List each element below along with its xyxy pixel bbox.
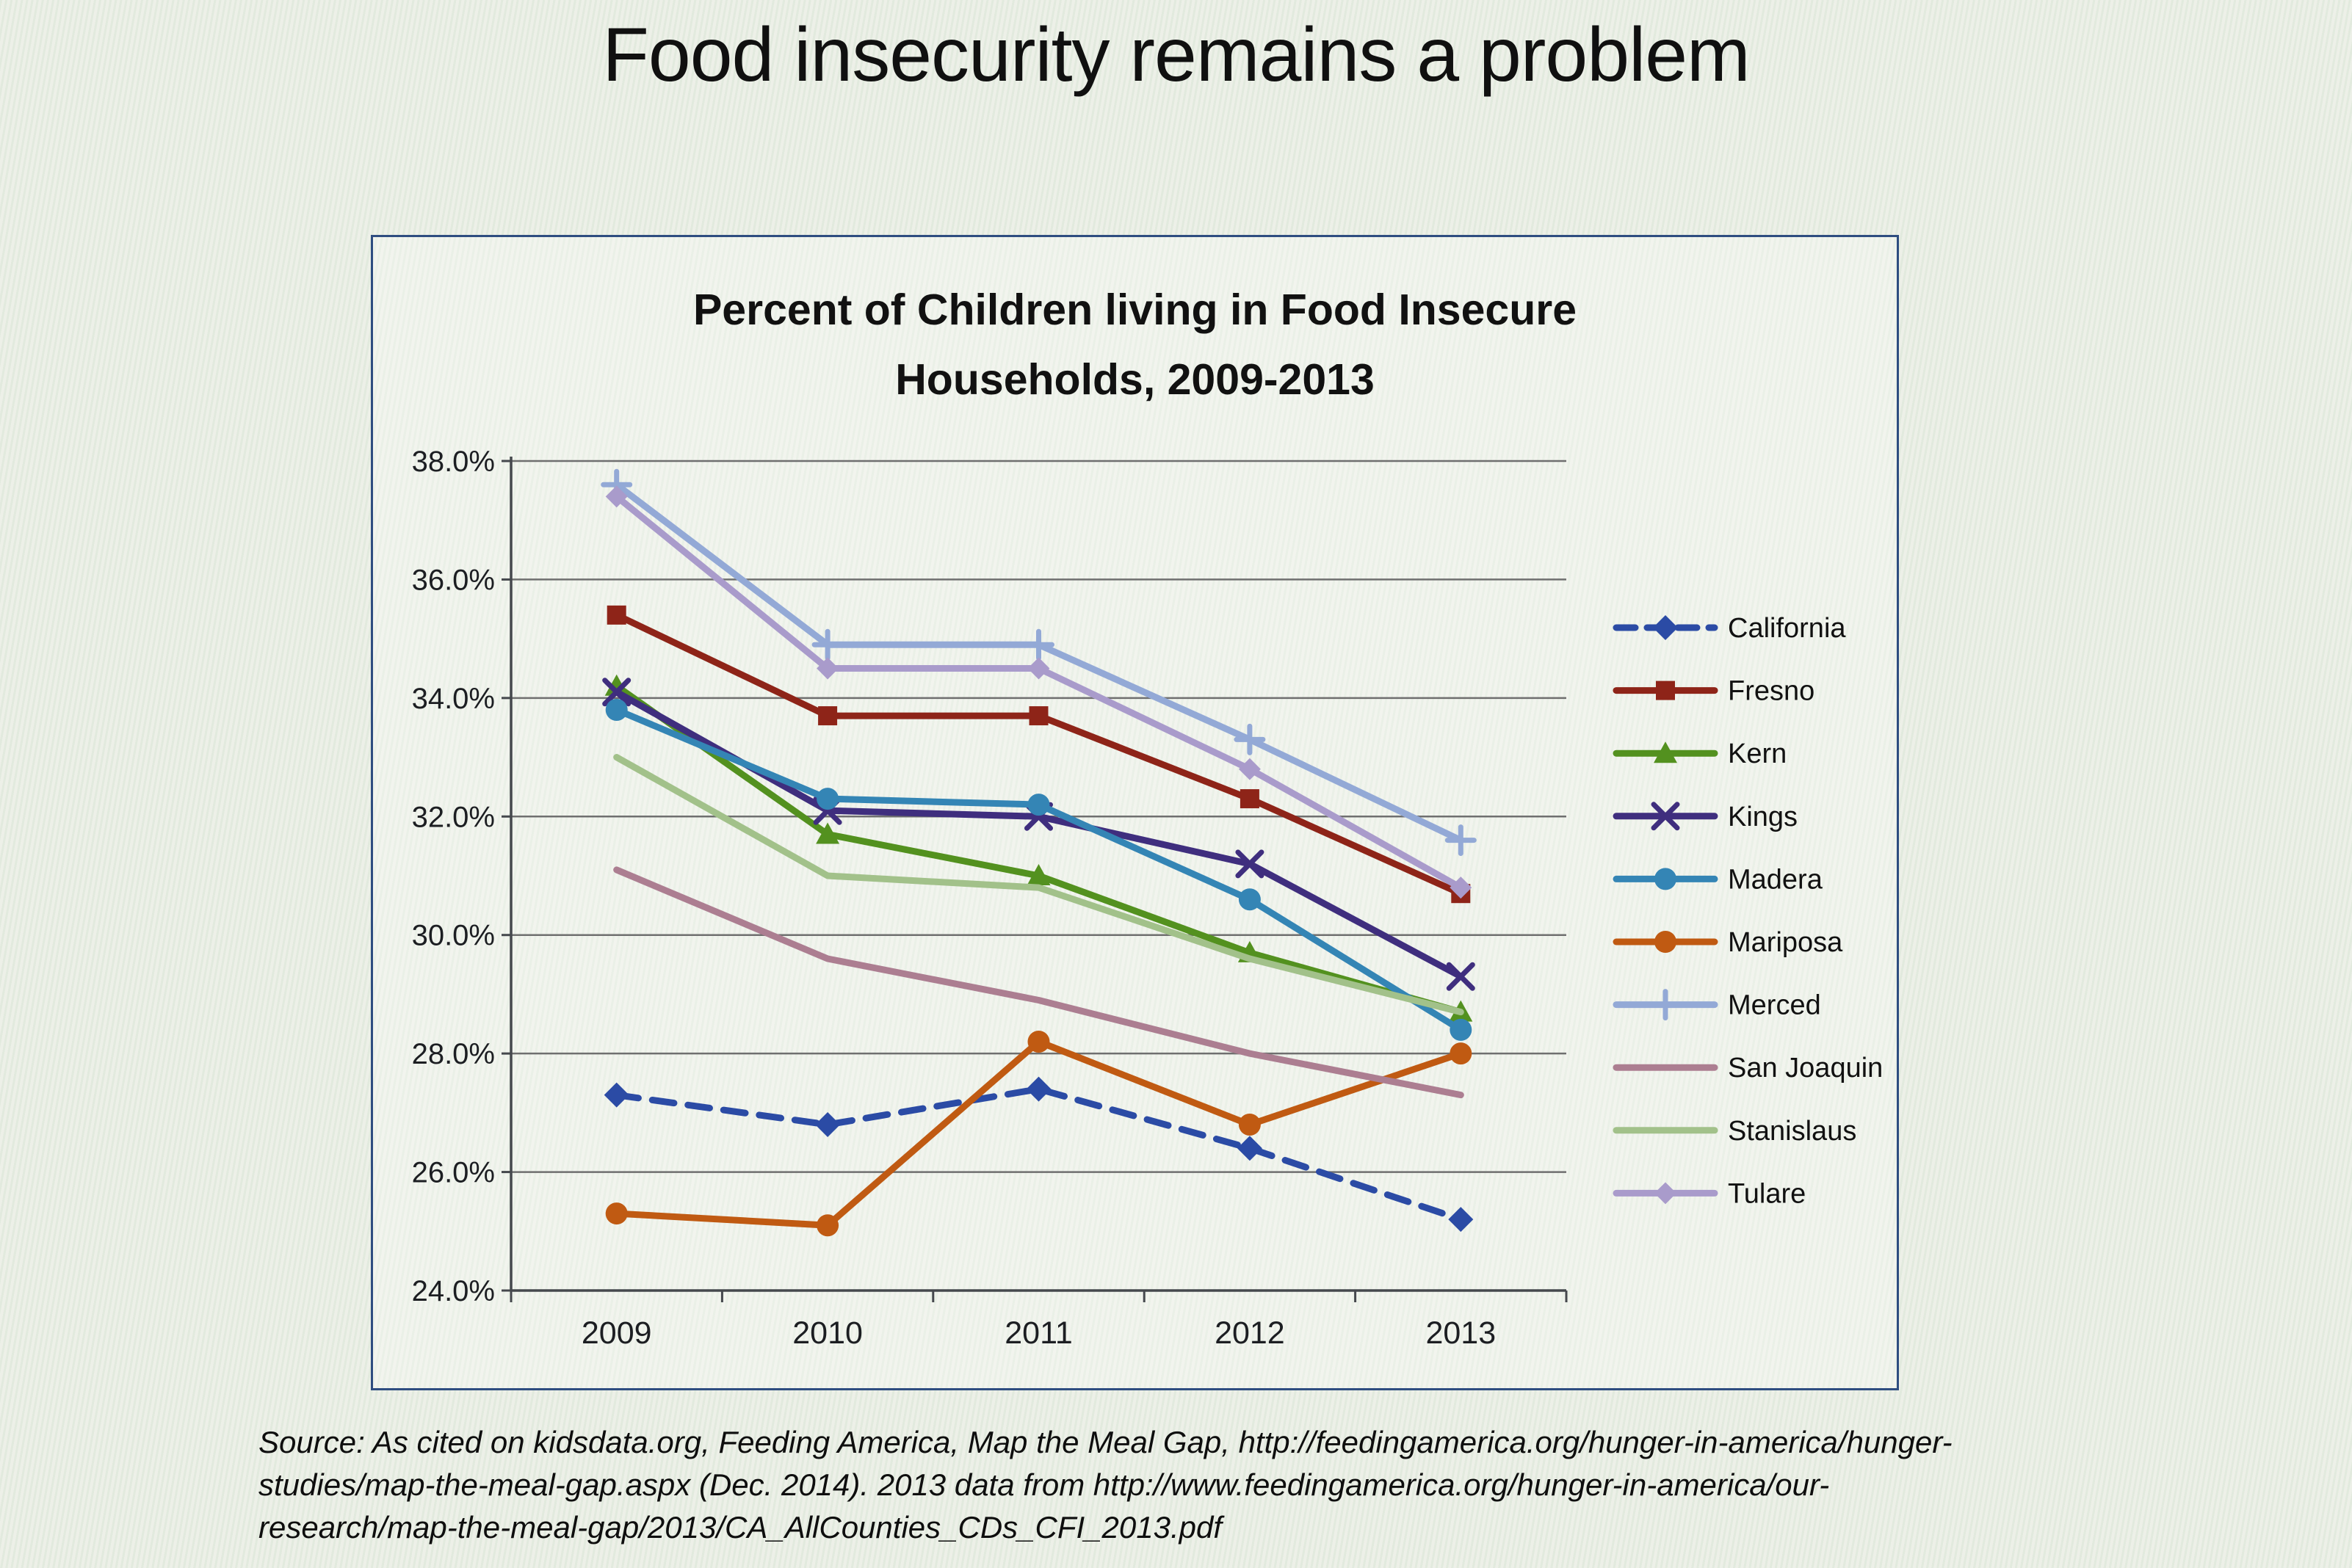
chart-title-line-1: Percent of Children living in Food Insec…	[692, 286, 1577, 334]
legend-item-stanislaus: Stanislaus	[1613, 1116, 1856, 1147]
legend-label: Merced	[1728, 990, 1821, 1021]
legend-label: Kern	[1728, 738, 1787, 769]
legend-item-kern: Kern	[1613, 738, 1787, 769]
chart-canvas: 24.0% 26.0% 28.0% 30.0% 32.0% 34.0% 36.0% 38.0%…	[412, 446, 1884, 1351]
y-tick-label: 28.0%	[412, 1038, 495, 1070]
slide-title: Food insecurity remains a problem	[602, 12, 1750, 98]
chart-container: 24.0% 26.0% 28.0% 30.0% 32.0% 34.0% 36.0% 38.0%…	[371, 235, 1899, 1390]
x-tick-label: 2013	[1425, 1315, 1496, 1351]
series-tulare	[605, 485, 1472, 899]
source-line-3: research/map-the-meal-gap/2013/CA_AllCou…	[258, 1510, 1223, 1545]
legend-label: Kings	[1728, 802, 1798, 832]
x-tick-label: 2011	[1005, 1315, 1072, 1351]
legend-label: California	[1728, 613, 1846, 644]
series-kings	[602, 678, 1475, 991]
legend-item-merced: Merced	[1613, 989, 1821, 1021]
legend-label: Tulare	[1728, 1178, 1806, 1209]
series-merced	[601, 468, 1477, 857]
legend-item-mariposa: Mariposa	[1613, 927, 1843, 958]
y-tick-label: 32.0%	[412, 801, 495, 833]
legend-label: Mariposa	[1728, 927, 1843, 958]
x-tick-label: 2009	[582, 1315, 652, 1351]
y-tick-label: 34.0%	[412, 683, 495, 715]
legend-item-madera: Madera	[1613, 864, 1823, 895]
legend-item-san-joaquin: San Joaquin	[1613, 1053, 1883, 1084]
legend-item-kings: Kings	[1613, 802, 1798, 832]
x-tick-label: 2010	[792, 1315, 863, 1351]
legend-label: Fresno	[1728, 676, 1814, 707]
axes	[502, 457, 1568, 1302]
x-tick-label: 2012	[1215, 1315, 1285, 1351]
x-axis-labels: 2009 2010 2011 2012 2013	[582, 1315, 1496, 1351]
legend-label: Madera	[1728, 864, 1823, 895]
y-tick-label: 36.0%	[412, 564, 495, 596]
gridlines	[511, 460, 1566, 1173]
y-tick-label: 26.0%	[412, 1157, 495, 1189]
legend-label: Stanislaus	[1728, 1116, 1856, 1147]
legend: California Fresno Kern Kings Madera Mariposa M…	[1613, 613, 1883, 1209]
legend-item-fresno: Fresno	[1613, 676, 1814, 707]
chart-title: Percent of Children living in Food Insec…	[373, 275, 1897, 415]
series-stanislaus	[613, 754, 1464, 1016]
source-citation: Source: As cited on kidsdata.org, Feedin…	[258, 1421, 2197, 1549]
source-line-2: studies/map-the-meal-gap.aspx (Dec. 2014…	[258, 1467, 1830, 1502]
chart-title-line-2: Households, 2009-2013	[895, 355, 1375, 404]
series-california	[604, 1076, 1474, 1233]
y-tick-label: 30.0%	[412, 920, 495, 952]
y-tick-label: 24.0%	[412, 1275, 495, 1307]
legend-label: San Joaquin	[1728, 1053, 1883, 1084]
series-mariposa	[605, 1031, 1472, 1237]
legend-item-tulare: Tulare	[1613, 1178, 1806, 1209]
series-san-joaquin	[613, 866, 1464, 1099]
y-tick-label: 38.0%	[412, 446, 495, 478]
y-axis-labels: 24.0% 26.0% 28.0% 30.0% 32.0% 34.0% 36.0% 38.0%	[412, 446, 495, 1307]
series-kern	[604, 674, 1473, 1022]
source-line-1: Source: As cited on kidsdata.org, Feedin…	[258, 1425, 1953, 1459]
legend-item-california: California	[1613, 613, 1846, 644]
series-madera	[605, 699, 1472, 1041]
